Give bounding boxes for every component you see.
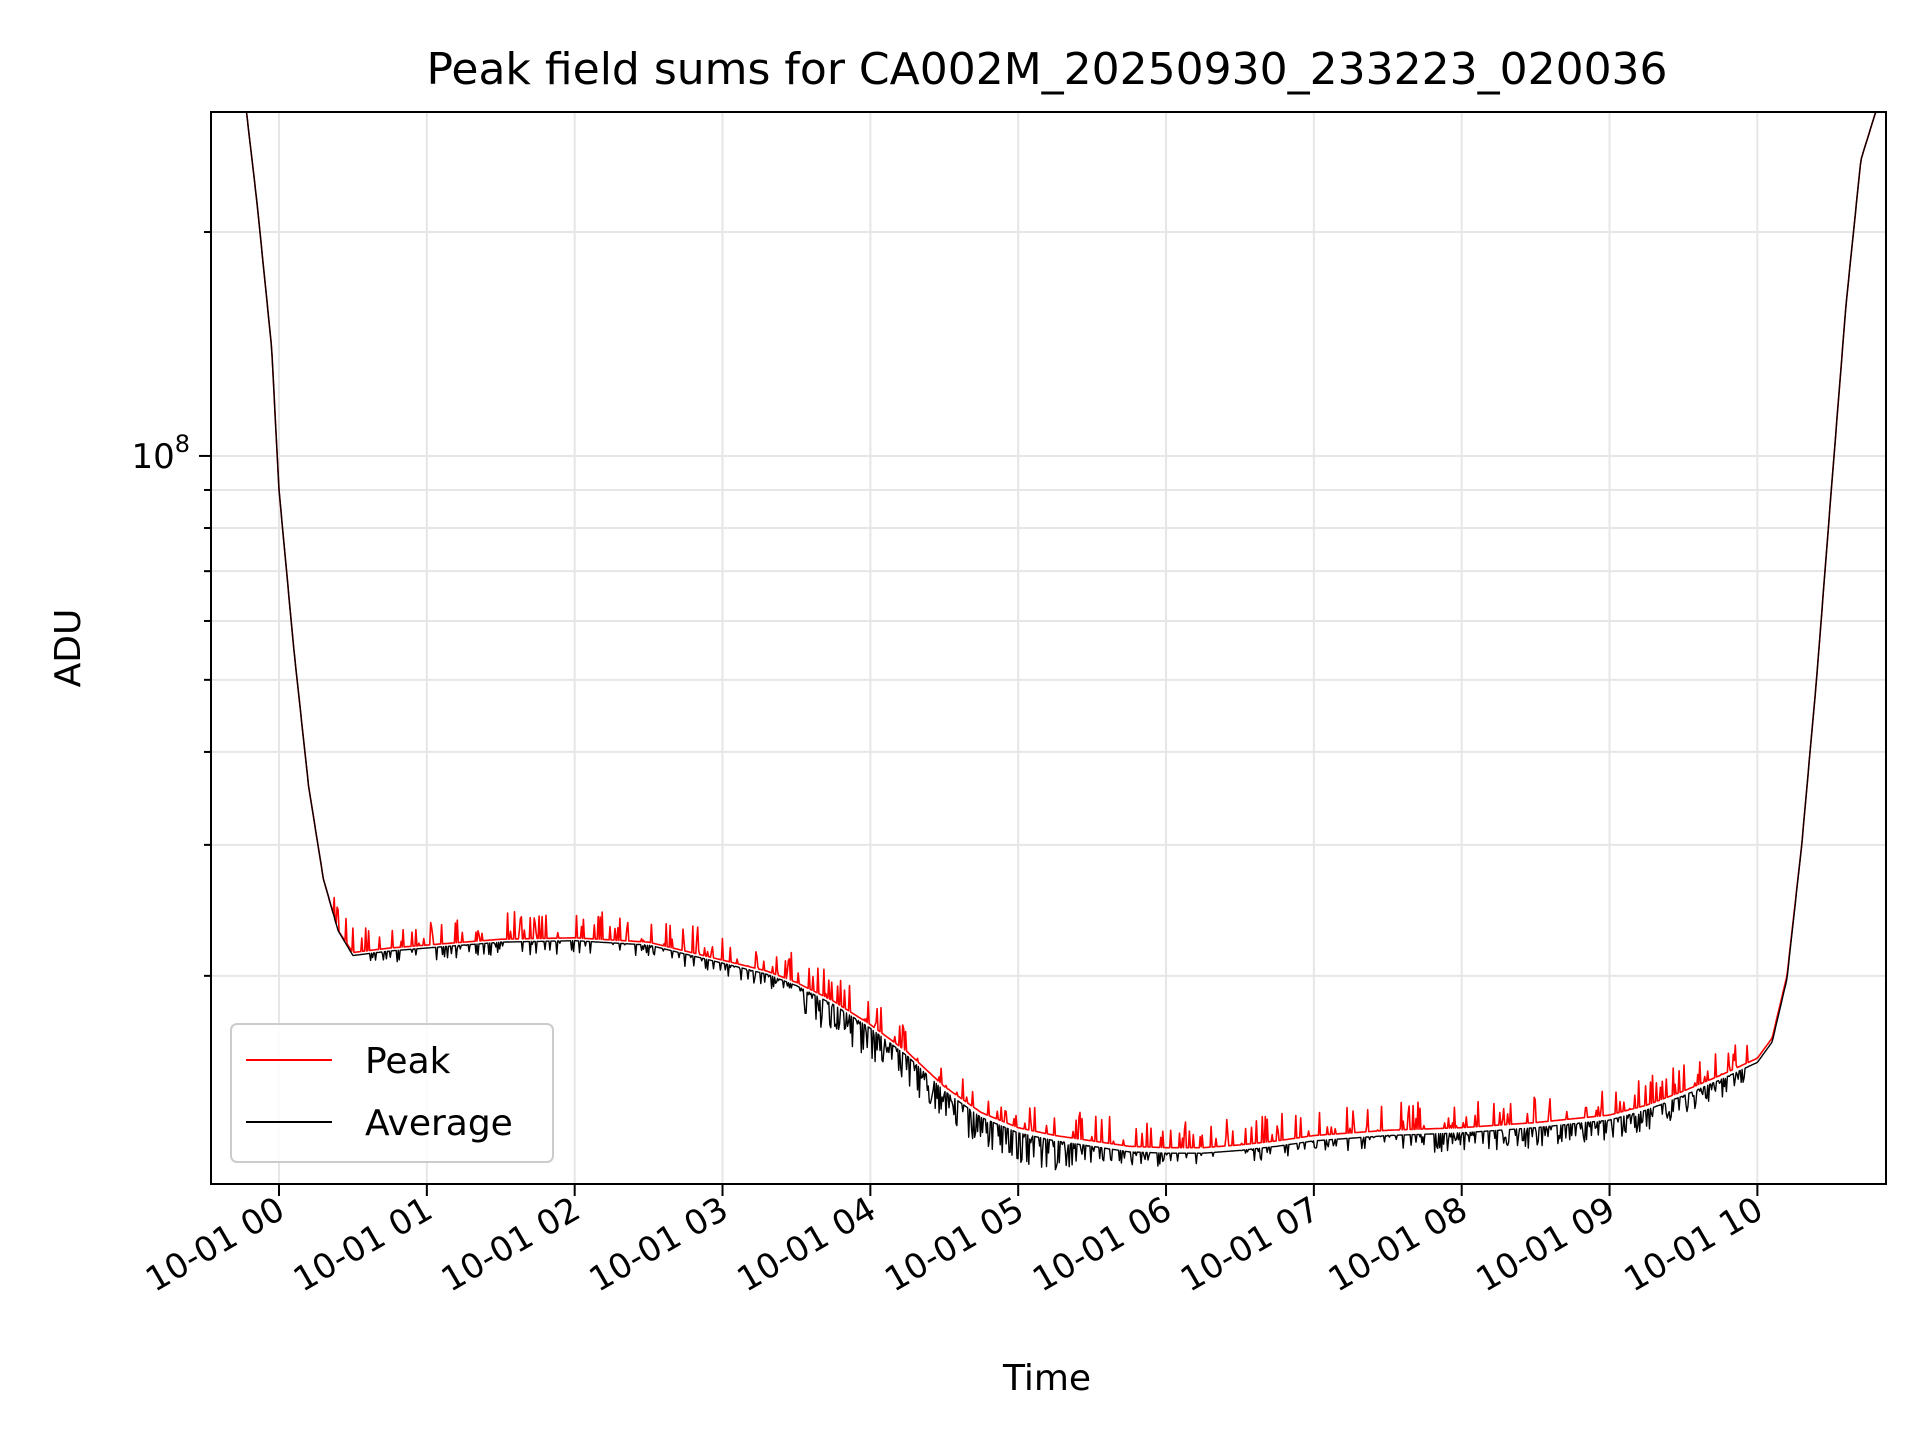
- legend-box: [230, 1023, 554, 1163]
- grid-lines: [211, 112, 1886, 1184]
- legend-peak-label: Peak: [365, 1041, 451, 1082]
- y-tick-label-base: 10: [131, 437, 174, 477]
- y-axis-label: ADU: [48, 609, 89, 688]
- series-line-peak: [211, 112, 1886, 1149]
- y-tick-label-exponent: 8: [175, 430, 190, 458]
- plot-area-frame: [210, 111, 1887, 1185]
- y-axis-ticks: [199, 231, 211, 977]
- x-axis-label: Time: [1002, 1358, 1091, 1399]
- y-tick-label-major: 108: [131, 430, 190, 477]
- series-lines: [211, 112, 1886, 1171]
- legend-average-label: Average: [365, 1103, 513, 1144]
- chart-title: Peak field sums for CA002M_20250930_2332…: [426, 44, 1667, 95]
- legend: Peak Average: [230, 1023, 554, 1163]
- series-line-average: [211, 112, 1886, 1171]
